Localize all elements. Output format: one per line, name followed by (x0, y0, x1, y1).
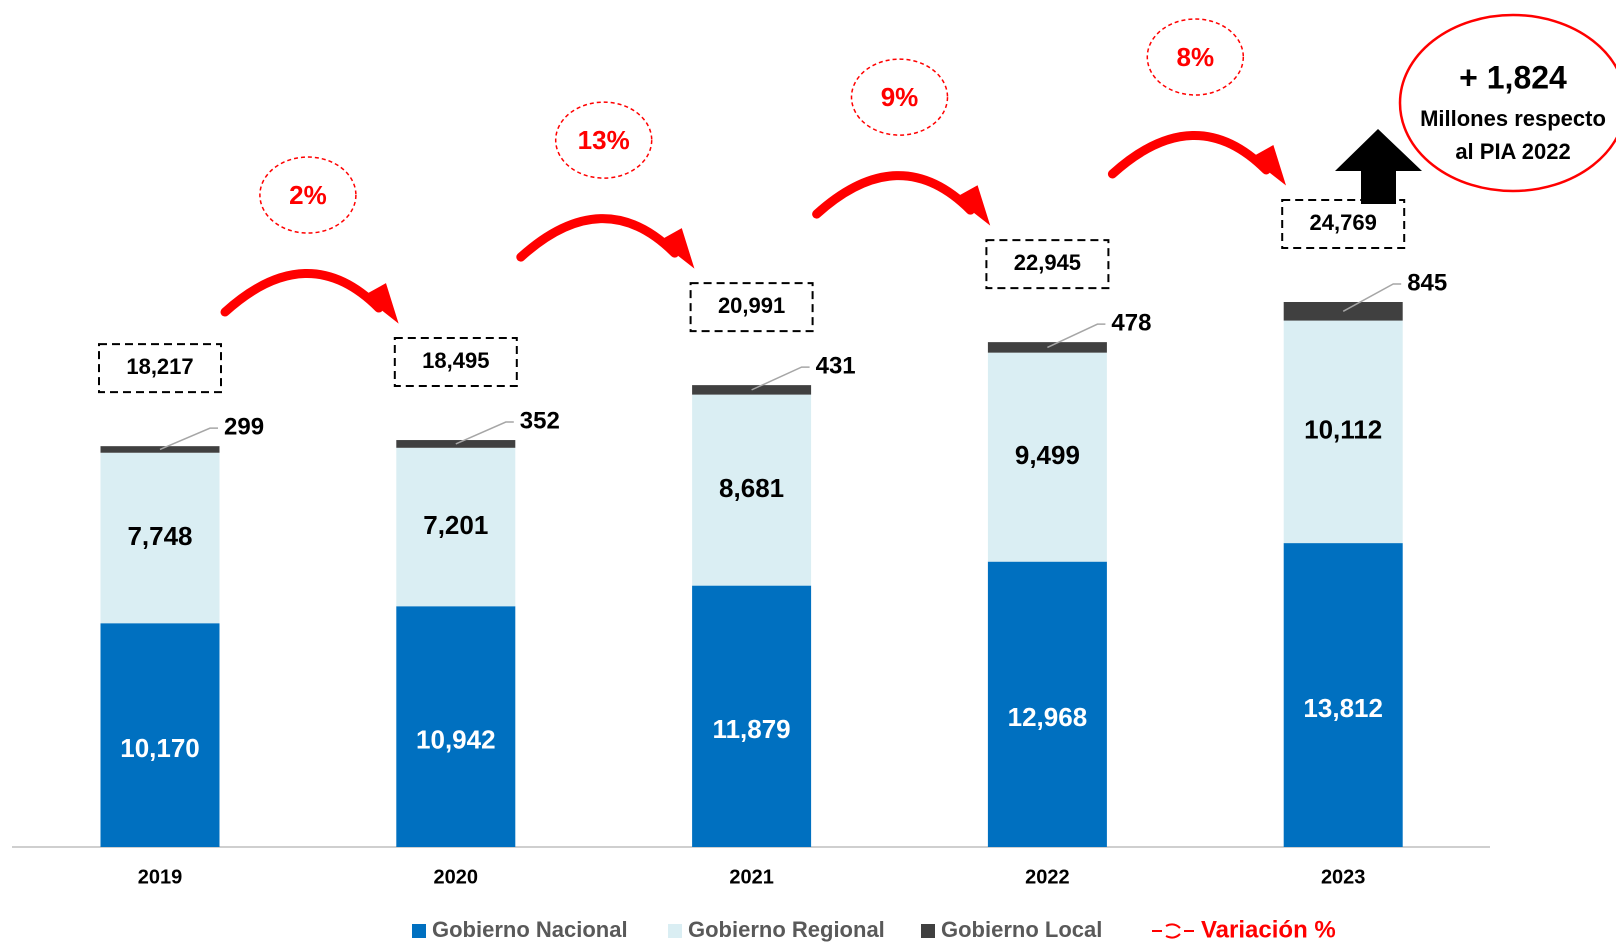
total-box (985, 239, 1110, 290)
leader-line (751, 366, 810, 391)
segment-label: 7,201 (423, 510, 488, 540)
bar-segment (987, 352, 1107, 562)
bar-segment (396, 447, 516, 607)
arrow-head (363, 283, 399, 324)
segment-label: 13,812 (1303, 693, 1383, 723)
total-box (689, 282, 814, 333)
legend-variation-icon (1152, 923, 1194, 939)
variation-arrow (516, 214, 695, 269)
segment-label: 8,681 (719, 473, 784, 503)
total-label: 22,945 (1014, 250, 1081, 275)
bar-segment (396, 606, 516, 847)
legend-swatch (921, 924, 935, 938)
variation-bubble (1146, 18, 1245, 96)
total-label: 20,991 (718, 293, 785, 318)
segment-label: 9,499 (1015, 440, 1080, 470)
bar-segment (692, 385, 812, 395)
total-box (98, 343, 222, 394)
variation-label: 8% (1177, 42, 1215, 72)
increase-arrow (1335, 129, 1422, 204)
arrow-arc (812, 171, 975, 219)
arrow-arc (1107, 131, 1271, 179)
leader-line (1342, 283, 1402, 312)
variation-bubble (554, 101, 653, 179)
legend-label: Variación % (1201, 916, 1336, 943)
segment-label: 431 (816, 352, 856, 379)
annotation-value: + 1,824 (1459, 59, 1567, 95)
segment-label: 10,170 (120, 733, 200, 763)
variation-arrow (812, 171, 991, 226)
segment-label: 12,968 (1008, 702, 1088, 732)
legend-label: Gobierno Local (941, 917, 1102, 942)
annotation-line: Millones respecto (1420, 106, 1606, 131)
x-tick-label: 2023 (1321, 866, 1366, 888)
bar-segment (100, 623, 220, 847)
x-tick-label: 2022 (1025, 866, 1070, 888)
variation-label: 13% (578, 125, 630, 155)
variation-bubble (850, 58, 949, 136)
bar-segment (692, 585, 812, 847)
x-tick-label: 2021 (729, 866, 774, 888)
segment-label: 7,748 (127, 521, 192, 551)
total-label: 24,769 (1310, 210, 1377, 235)
variation-label: 9% (881, 82, 919, 112)
arrow-head (954, 185, 991, 226)
bar-segment (987, 561, 1107, 847)
bar-segment (692, 394, 812, 586)
total-box (393, 337, 518, 388)
arrow-arc (220, 269, 384, 317)
segment-label: 352 (520, 407, 560, 434)
variation-bubble (259, 156, 357, 234)
variation-arrow (1107, 131, 1287, 186)
leader-line (455, 421, 514, 445)
variation-label: 2% (289, 180, 327, 210)
leader-line (159, 427, 218, 451)
x-tick-label: 2020 (434, 866, 479, 888)
bar-segment (1283, 543, 1403, 847)
segment-label: 845 (1407, 269, 1447, 296)
variation-arrow (220, 269, 399, 324)
bar-segment (100, 452, 220, 624)
arrow-arc (516, 214, 680, 262)
x-tick-label: 2019 (138, 866, 183, 888)
leader-line (1047, 323, 1106, 349)
segment-label: 10,112 (1304, 415, 1382, 445)
legend-label: Gobierno Nacional (432, 917, 628, 942)
total-label: 18,495 (422, 348, 489, 373)
bar-segment (1283, 320, 1403, 544)
segment-label: 478 (1111, 309, 1151, 336)
legend-swatch (668, 924, 682, 938)
segment-label: 10,942 (416, 724, 496, 754)
arrow-head (1250, 145, 1287, 186)
total-box (1281, 199, 1406, 249)
annotation-line: al PIA 2022 (1455, 139, 1570, 164)
arrow-head (658, 228, 695, 269)
segment-label: 11,879 (713, 714, 791, 744)
legend-swatch (412, 924, 426, 938)
total-label: 18,217 (126, 354, 193, 379)
legend-label: Gobierno Regional (688, 917, 885, 942)
annotation-bubble (1398, 13, 1616, 193)
segment-label: 299 (224, 414, 264, 441)
